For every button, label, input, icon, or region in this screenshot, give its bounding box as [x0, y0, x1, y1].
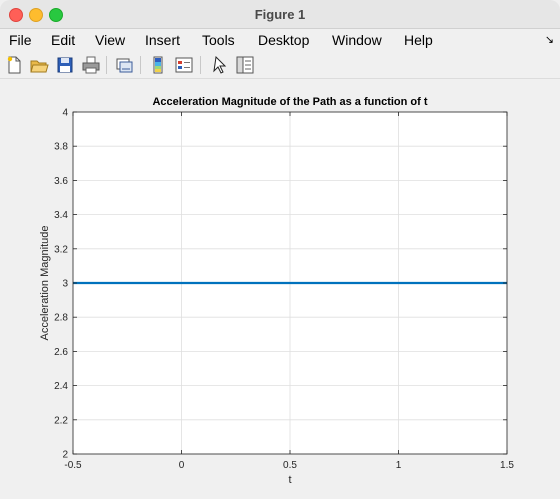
print-icon[interactable]	[81, 55, 101, 75]
x-tick-label: 0	[179, 460, 185, 471]
y-tick-label: 2.4	[54, 381, 68, 392]
x-tick-labels: -0.5 0 0.5 1 1.5	[64, 460, 514, 471]
menu-overflow-chevron-icon[interactable]: ↘	[544, 34, 554, 46]
toolbar	[0, 51, 560, 79]
menu-bar: File Edit View Insert Tools Desktop Wind…	[0, 29, 560, 51]
y-tick-label: 3	[62, 279, 68, 290]
link-plot-icon[interactable]	[114, 55, 134, 75]
property-inspector-icon[interactable]	[235, 55, 255, 75]
close-window-button[interactable]	[9, 8, 23, 22]
figure-canvas: -0.5 0 0.5 1 1.5 2 2.2 2.4 2.6 2.8 3 3.2 3.4 3.6 3.8 4…	[0, 79, 560, 499]
menu-window[interactable]: Window	[332, 32, 382, 48]
legend-icon[interactable]	[174, 55, 194, 75]
y-tick-label: 2.2	[54, 415, 68, 426]
y-tick-label: 3.8	[54, 142, 68, 153]
y-tick-label: 3.6	[54, 176, 68, 187]
menu-file[interactable]: File	[9, 32, 32, 48]
menu-view[interactable]: View	[95, 32, 126, 48]
x-tick-label: 0.5	[283, 460, 297, 471]
new-figure-icon[interactable]	[4, 55, 24, 75]
window-title: Figure 1	[254, 7, 306, 22]
x-tick-label: 1	[396, 460, 402, 471]
title-bar[interactable]: Figure 1	[0, 0, 560, 29]
x-tick-label: -0.5	[64, 460, 82, 471]
y-tick-label: 4	[62, 108, 68, 119]
y-axis-label: Acceleration Magnitude	[39, 226, 51, 341]
x-tick-label: 1.5	[500, 460, 514, 471]
menu-edit[interactable]: Edit	[51, 32, 76, 48]
menu-insert[interactable]: Insert	[145, 32, 181, 48]
menu-tools[interactable]: Tools	[202, 32, 235, 48]
y-tick-label: 2	[62, 450, 68, 461]
toolbar-separator	[200, 56, 201, 74]
x-axis-label: t	[288, 474, 291, 486]
y-tick-label: 3.2	[54, 244, 68, 255]
y-tick-label: 2.8	[54, 313, 68, 324]
y-tick-label: 3.4	[54, 210, 68, 221]
toolbar-separator	[140, 56, 141, 74]
colorbar-icon[interactable]	[148, 55, 168, 75]
minimize-window-button[interactable]	[29, 8, 43, 22]
y-tick-label: 2.6	[54, 347, 68, 358]
maximize-window-button[interactable]	[49, 8, 63, 22]
plot-svg: -0.5 0 0.5 1 1.5 2 2.2 2.4 2.6 2.8 3 3.2 3.4 3.6 3.8 4…	[39, 96, 514, 486]
open-file-icon[interactable]	[29, 55, 49, 75]
tick-marks	[72, 111, 508, 455]
edit-plot-arrow-icon[interactable]	[210, 55, 230, 75]
menu-desktop[interactable]: Desktop	[258, 32, 310, 48]
toolbar-separator	[106, 56, 107, 74]
plot-title: Acceleration Magnitude of the Path as a …	[152, 96, 427, 108]
save-icon[interactable]	[55, 55, 75, 75]
y-tick-labels: 2 2.2 2.4 2.6 2.8 3 3.2 3.4 3.6 3.8 4	[54, 108, 68, 461]
menu-help[interactable]: Help	[404, 32, 433, 48]
